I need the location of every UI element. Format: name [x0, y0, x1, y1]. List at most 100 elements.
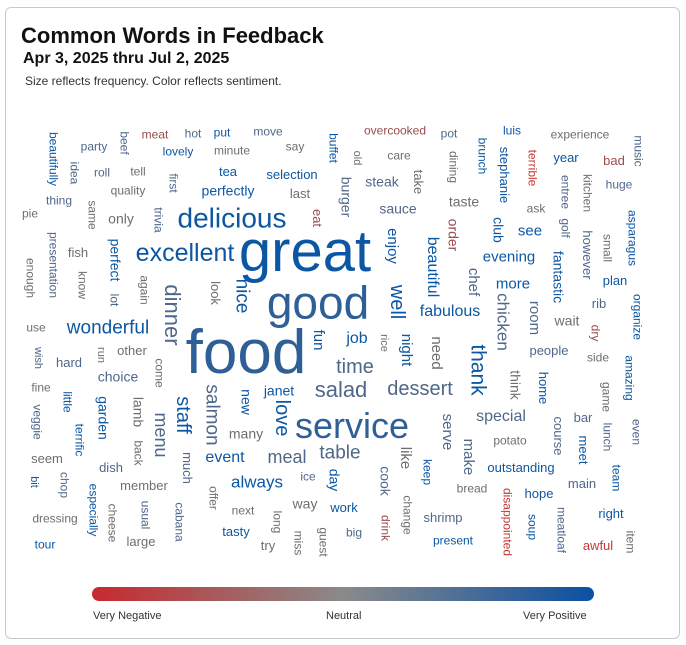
- word-veggie[interactable]: veggie: [30, 404, 45, 440]
- word-first[interactable]: first: [166, 173, 181, 193]
- word-tour[interactable]: tour: [34, 537, 56, 552]
- word-enough[interactable]: enough: [23, 257, 38, 299]
- word-dessert[interactable]: dessert: [387, 378, 453, 400]
- word-old[interactable]: old: [350, 150, 363, 166]
- word-staff[interactable]: staff: [172, 396, 194, 434]
- word-other[interactable]: other: [117, 343, 147, 359]
- word-chicken[interactable]: chicken: [493, 293, 513, 351]
- word-fine[interactable]: fine: [31, 380, 51, 395]
- word-right[interactable]: right: [598, 506, 624, 522]
- word-table[interactable]: table: [319, 442, 361, 464]
- word-shrimp[interactable]: shrimp: [423, 510, 463, 526]
- word-hard[interactable]: hard: [55, 355, 83, 371]
- word-offer[interactable]: offer: [206, 486, 221, 510]
- word-perfect[interactable]: perfect: [107, 238, 124, 282]
- word-well[interactable]: well: [386, 284, 408, 320]
- word-garden[interactable]: garden: [95, 396, 112, 440]
- word-luis[interactable]: luis: [502, 123, 522, 138]
- word-special[interactable]: special: [476, 407, 526, 425]
- word-fun[interactable]: fun: [309, 329, 327, 351]
- word-same[interactable]: same: [85, 200, 100, 230]
- word-steak[interactable]: steak: [365, 173, 399, 190]
- word-game[interactable]: game: [599, 381, 614, 413]
- word-tasty[interactable]: tasty: [222, 524, 250, 540]
- word-present[interactable]: present: [432, 533, 474, 548]
- word-meat[interactable]: meat: [141, 127, 169, 142]
- word-service[interactable]: service: [294, 404, 410, 446]
- word-salmon[interactable]: salmon: [201, 384, 223, 446]
- word-amazing[interactable]: amazing: [622, 355, 637, 401]
- word-small[interactable]: small: [600, 233, 615, 263]
- word-meet[interactable]: meet: [575, 435, 591, 465]
- word-new[interactable]: new: [238, 389, 255, 415]
- word-next[interactable]: next: [231, 503, 255, 518]
- word-cheese[interactable]: cheese: [105, 503, 120, 543]
- word-keep[interactable]: keep: [420, 458, 435, 486]
- word-awful[interactable]: awful: [582, 538, 614, 554]
- word-dining[interactable]: dining: [446, 150, 461, 184]
- word-choice[interactable]: choice: [97, 368, 139, 385]
- word-organize[interactable]: organize: [630, 293, 645, 341]
- word-dinner[interactable]: dinner: [159, 284, 185, 346]
- word-home[interactable]: home: [535, 371, 551, 405]
- word-party[interactable]: party: [80, 139, 108, 154]
- word-huge[interactable]: huge: [605, 177, 633, 192]
- word-bread[interactable]: bread: [456, 481, 488, 496]
- word-lot[interactable]: lot: [107, 293, 122, 307]
- word-sauce[interactable]: sauce: [379, 200, 417, 217]
- word-great[interactable]: great: [238, 218, 372, 284]
- word-make[interactable]: make: [459, 438, 477, 476]
- word-job[interactable]: job: [346, 329, 368, 347]
- word-say[interactable]: say: [285, 139, 305, 154]
- word-nice[interactable]: nice: [231, 278, 253, 314]
- word-quality[interactable]: quality: [110, 183, 146, 198]
- word-come[interactable]: come: [152, 358, 167, 388]
- word-overcooked[interactable]: overcooked: [363, 123, 427, 138]
- word-large[interactable]: large: [126, 534, 156, 550]
- word-bar[interactable]: bar: [573, 410, 593, 426]
- word-take[interactable]: take: [410, 169, 426, 195]
- word-fabulous[interactable]: fabulous: [419, 302, 481, 320]
- word-see[interactable]: see: [517, 222, 543, 240]
- word-last[interactable]: last: [289, 186, 311, 202]
- word-especially[interactable]: especially: [86, 483, 101, 537]
- word-rib[interactable]: rib: [591, 296, 607, 312]
- word-selection[interactable]: selection: [266, 167, 318, 183]
- word-lamb[interactable]: lamb: [130, 396, 147, 428]
- word-cook[interactable]: cook: [377, 466, 394, 496]
- word-member[interactable]: member: [120, 478, 168, 494]
- word-guest[interactable]: guest: [316, 527, 331, 557]
- word-entree[interactable]: entree: [558, 174, 573, 210]
- word-try[interactable]: try: [260, 538, 276, 554]
- word-tea[interactable]: tea: [218, 164, 238, 180]
- word-meatloaf[interactable]: meatloaf: [554, 506, 569, 554]
- word-eat[interactable]: eat: [309, 208, 325, 228]
- word-team[interactable]: team: [609, 464, 624, 492]
- word-idea[interactable]: idea: [67, 161, 82, 185]
- word-plan[interactable]: plan: [602, 273, 628, 289]
- word-item[interactable]: item: [623, 530, 638, 554]
- word-perfectly[interactable]: perfectly: [201, 182, 255, 199]
- word-long[interactable]: long: [270, 510, 285, 534]
- word-wish[interactable]: wish: [31, 346, 44, 370]
- word-big[interactable]: big: [345, 525, 363, 540]
- word-miss[interactable]: miss: [291, 530, 306, 556]
- word-evening[interactable]: evening: [482, 248, 536, 266]
- word-enjoy[interactable]: enjoy: [383, 228, 401, 264]
- word-love[interactable]: love: [271, 399, 293, 437]
- word-like[interactable]: like: [396, 446, 414, 470]
- word-ice[interactable]: ice: [300, 469, 316, 484]
- word-put[interactable]: put: [213, 125, 231, 140]
- word-soup[interactable]: soup: [525, 513, 540, 541]
- word-hope[interactable]: hope: [524, 486, 554, 502]
- word-dressing[interactable]: dressing: [32, 511, 78, 526]
- word-look[interactable]: look: [207, 281, 223, 305]
- word-tell[interactable]: tell: [130, 164, 146, 179]
- word-night[interactable]: night: [397, 333, 415, 367]
- word-meal[interactable]: meal: [267, 446, 307, 467]
- word-pot[interactable]: pot: [440, 126, 458, 141]
- word-again[interactable]: again: [137, 275, 152, 305]
- word-however[interactable]: however: [579, 230, 595, 280]
- word-experience[interactable]: experience: [550, 127, 610, 142]
- word-room[interactable]: room: [525, 300, 543, 336]
